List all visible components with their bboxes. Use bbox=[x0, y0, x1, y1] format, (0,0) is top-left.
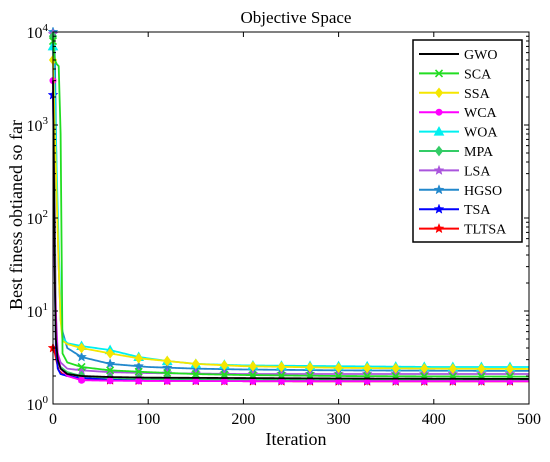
data-point-hgso bbox=[104, 358, 116, 369]
data-point-ssa bbox=[163, 355, 172, 367]
series-line-sca bbox=[52, 40, 529, 378]
data-point-wca bbox=[163, 377, 171, 385]
data-point-ssa bbox=[134, 352, 143, 364]
data-point-wca bbox=[78, 376, 86, 384]
data-point-ssa bbox=[334, 362, 343, 374]
series-layer bbox=[47, 26, 530, 387]
data-point-ssa bbox=[305, 362, 315, 373]
legend-marker-tsa bbox=[433, 203, 445, 214]
chart-title: Objective Space bbox=[241, 8, 352, 27]
legend-marker-mpa bbox=[434, 145, 444, 157]
legend-label-sca: SCA bbox=[464, 67, 492, 82]
legend-label-wca: WCA bbox=[464, 106, 498, 121]
data-point-sca bbox=[77, 362, 86, 372]
data-point-wca bbox=[220, 377, 228, 385]
data-point-wca bbox=[249, 377, 257, 385]
data-point-wca bbox=[192, 377, 200, 385]
y-tick-label: 101 bbox=[27, 301, 49, 321]
data-point-ssa bbox=[220, 359, 229, 371]
data-point-ssa bbox=[191, 358, 200, 370]
x-tick-label: 500 bbox=[517, 411, 541, 428]
data-point-sca bbox=[134, 367, 143, 376]
x-tick-label: 300 bbox=[327, 411, 351, 428]
legend-marker-wca bbox=[435, 108, 443, 116]
data-point-wca bbox=[106, 377, 114, 385]
legend-label-ssa: SSA bbox=[464, 87, 491, 102]
series-gwo bbox=[52, 80, 530, 380]
y-tick-label: 104 bbox=[27, 22, 49, 42]
x-tick-label: 0 bbox=[49, 411, 57, 428]
data-point-ssa bbox=[448, 363, 457, 375]
y-tick-label: 103 bbox=[27, 115, 49, 135]
legend: GWO SCA SSA WCA WOA MPA LSA HGSO TSA TLTSA bbox=[412, 39, 523, 243]
y-axis-label: Best finess obtianed so far bbox=[6, 120, 26, 310]
legend-label-tltsa: TLTSA bbox=[464, 223, 507, 238]
data-point-hgso bbox=[76, 351, 87, 362]
legend-label-gwo: GWO bbox=[464, 48, 497, 63]
data-point-sca bbox=[163, 368, 172, 377]
data-point-sca bbox=[191, 369, 200, 379]
data-point-wca bbox=[135, 377, 143, 385]
legend-label-woa: WOA bbox=[464, 126, 498, 141]
x-tick-label: 200 bbox=[231, 411, 255, 428]
legend-marker-sca bbox=[434, 69, 444, 78]
data-point-ssa bbox=[391, 362, 400, 374]
legend-label-lsa: LSA bbox=[464, 164, 491, 179]
data-point-sca bbox=[106, 366, 115, 375]
data-point-sca bbox=[220, 370, 229, 379]
legend-label-tsa: TSA bbox=[464, 203, 491, 218]
series-line-woa bbox=[52, 46, 529, 368]
x-tick-label: 100 bbox=[136, 411, 160, 428]
data-point-ssa bbox=[277, 361, 286, 373]
legend-label-mpa: MPA bbox=[464, 145, 494, 160]
legend-marker-hgso bbox=[433, 184, 445, 195]
data-point-ssa bbox=[420, 363, 429, 374]
data-point-ssa bbox=[77, 342, 86, 354]
y-tick-label: 100 bbox=[27, 394, 49, 414]
legend-marker-tltsa bbox=[433, 222, 445, 234]
legend-label-hgso: HGSO bbox=[464, 184, 502, 199]
data-point-ssa bbox=[363, 362, 372, 374]
data-point-ssa bbox=[248, 361, 258, 372]
legend-marker-ssa bbox=[434, 87, 444, 99]
series-ssa bbox=[48, 54, 530, 375]
data-point-ssa bbox=[105, 348, 115, 359]
legend-marker-woa bbox=[433, 126, 445, 136]
x-axis-label: Iteration bbox=[266, 429, 327, 449]
data-point-ssa bbox=[505, 363, 515, 375]
y-tick-label: 102 bbox=[27, 208, 49, 228]
legend-marker-lsa bbox=[433, 164, 445, 176]
data-point-ssa bbox=[477, 363, 486, 375]
x-tick-label: 400 bbox=[422, 411, 446, 428]
series-line-gwo bbox=[52, 80, 530, 380]
